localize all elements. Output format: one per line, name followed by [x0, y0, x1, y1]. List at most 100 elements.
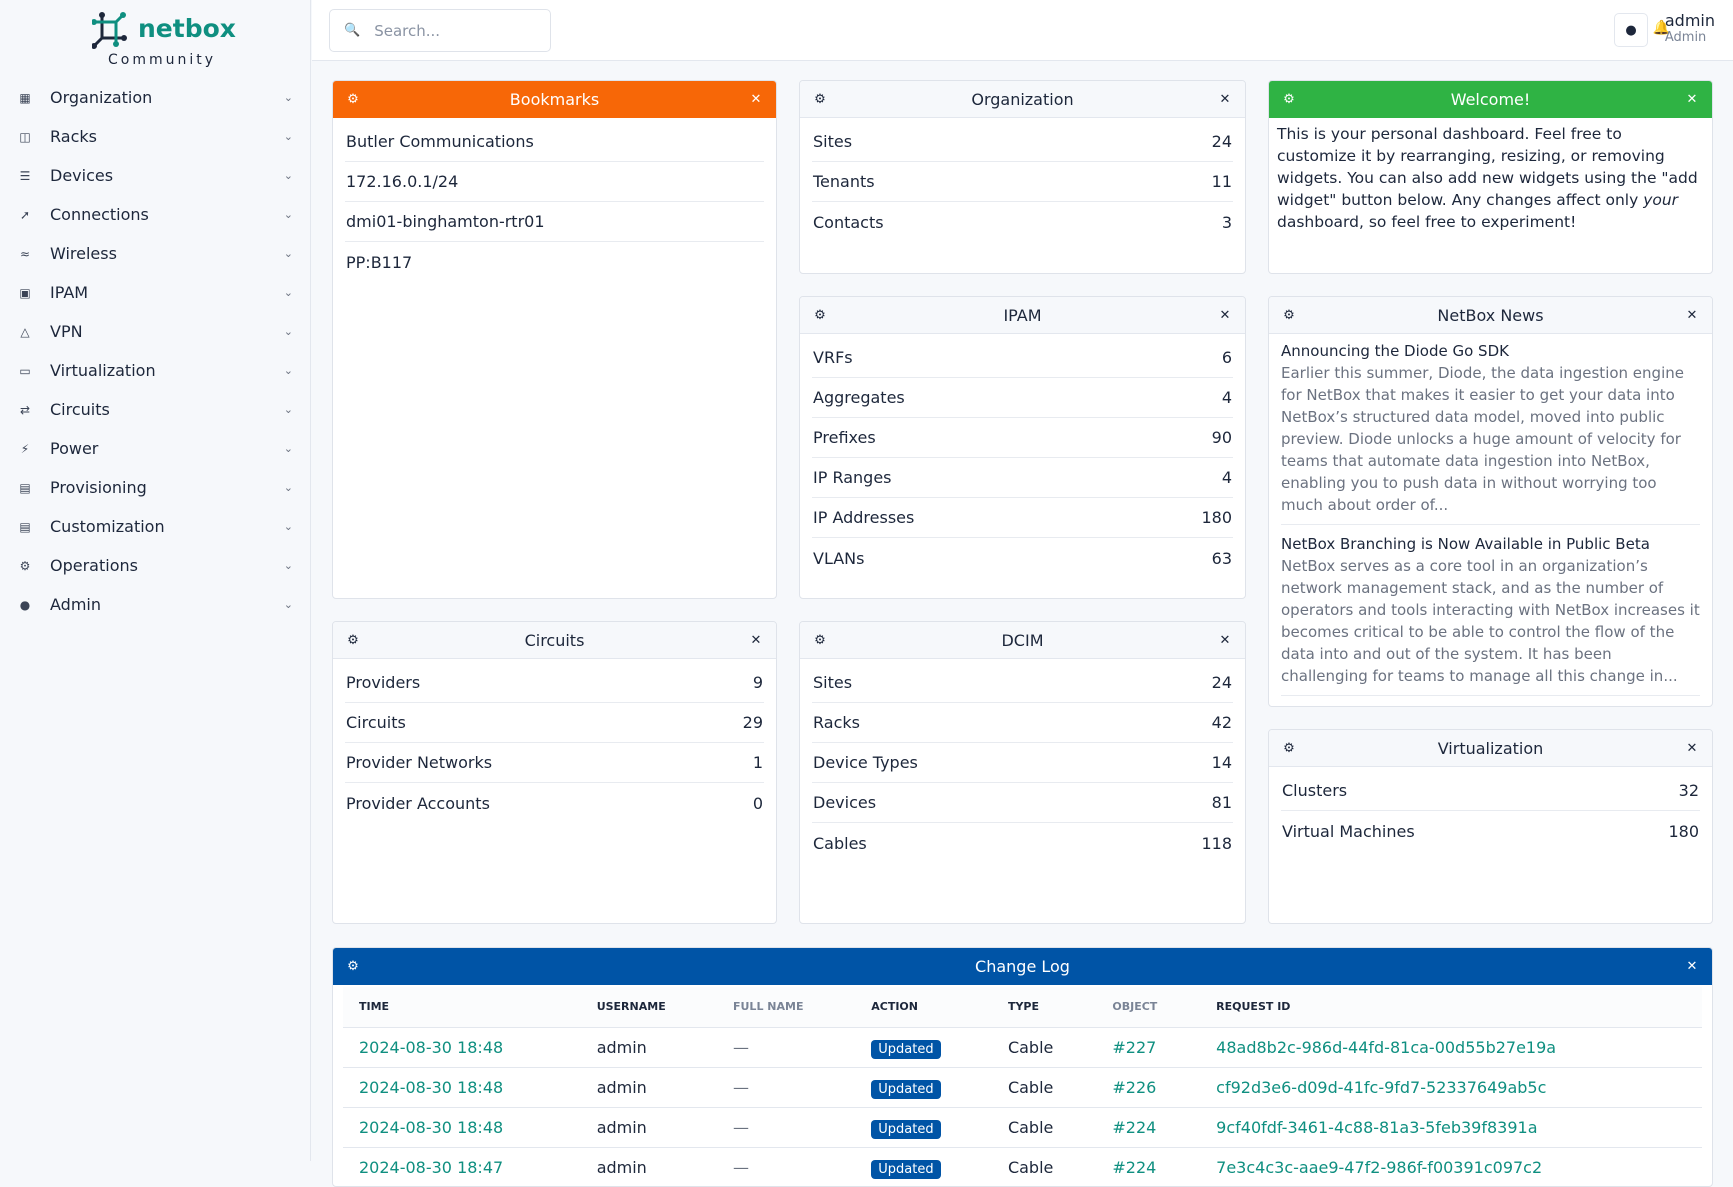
bookmark-link[interactable]: dmi01-binghamton-rtr01	[346, 212, 545, 231]
stat-label[interactable]: VRFs	[813, 348, 853, 367]
stat-row[interactable]: Device Types 14	[812, 743, 1233, 783]
stat-label[interactable]: Providers	[346, 673, 421, 692]
stat-label[interactable]: VLANs	[813, 548, 865, 568]
time-link[interactable]: 2024-08-30 18:48	[359, 1077, 504, 1097]
stat-row[interactable]: Circuits 29	[345, 703, 764, 743]
stat-row[interactable]: Sites 24	[812, 122, 1233, 162]
sidebar-item-power[interactable]: ⚡ Power ⌄	[0, 429, 311, 468]
object-link[interactable]: #226	[1112, 1077, 1157, 1097]
stat-label[interactable]: Sites	[813, 132, 853, 151]
stat-row[interactable]: IP Ranges 4	[812, 458, 1233, 498]
sidebar-item-racks[interactable]: ◫ Racks ⌄	[0, 117, 311, 156]
gear-icon[interactable]: ⚙	[814, 632, 826, 648]
news-headline[interactable]: NetBox Branching is Now Available in Pub…	[1281, 535, 1650, 553]
gear-icon[interactable]: ⚙	[347, 92, 359, 107]
stat-label[interactable]: Sites	[813, 673, 853, 692]
stat-label[interactable]: Circuits	[346, 713, 406, 732]
gear-icon[interactable]: ⚙	[1283, 740, 1295, 756]
request-id-link[interactable]: 9cf40fdf-3461-4c88-81a3-5feb39f8391a	[1216, 1117, 1538, 1137]
bookmark-item[interactable]: dmi01-binghamton-rtr01	[345, 202, 764, 242]
close-icon[interactable]: ✕	[1219, 632, 1231, 648]
lightbulb-button[interactable]: ●	[1614, 13, 1648, 47]
bookmark-item[interactable]: Butler Communications	[345, 122, 764, 162]
stat-label[interactable]: Cables	[813, 833, 867, 853]
bookmark-item[interactable]: 172.16.0.1/24	[345, 162, 764, 202]
close-icon[interactable]: ✕	[1686, 92, 1698, 107]
request-id-link[interactable]: cf92d3e6-d09d-41fc-9fd7-52337649ab5c	[1216, 1077, 1547, 1097]
news-item[interactable]: NetBox Branching is Now Available in Pub…	[1281, 533, 1700, 696]
stat-row[interactable]: Contacts 3	[812, 202, 1233, 242]
stat-row[interactable]: Sites 24	[812, 663, 1233, 703]
gear-icon[interactable]: ⚙	[814, 307, 826, 323]
stat-row[interactable]: Racks 42	[812, 703, 1233, 743]
sidebar-item-organization[interactable]: ▦ Organization ⌄	[0, 78, 311, 117]
stat-label[interactable]: Device Types	[813, 753, 918, 772]
stat-label[interactable]: IP Ranges	[813, 468, 892, 487]
column-header[interactable]: TYPE	[991, 987, 1097, 1027]
bell-icon[interactable]: 🔔	[1652, 20, 1670, 36]
close-icon[interactable]: ✕	[750, 632, 762, 648]
stat-row[interactable]: Cables 118	[812, 823, 1233, 863]
sidebar-item-wireless[interactable]: ≈ Wireless ⌄	[0, 234, 311, 273]
close-icon[interactable]: ✕	[1219, 307, 1231, 323]
close-icon[interactable]: ✕	[750, 92, 762, 107]
column-header[interactable]: TIME	[343, 987, 581, 1027]
stat-label[interactable]: Racks	[813, 713, 860, 732]
time-link[interactable]: 2024-08-30 18:48	[359, 1037, 504, 1057]
column-header[interactable]: OBJECT	[1096, 987, 1201, 1027]
stat-label[interactable]: Prefixes	[813, 428, 876, 447]
stat-label[interactable]: IP Addresses	[813, 508, 915, 527]
stat-label[interactable]: Aggregates	[813, 388, 905, 407]
close-icon[interactable]: ✕	[1686, 740, 1698, 756]
stat-row[interactable]: Devices 81	[812, 783, 1233, 823]
gear-icon[interactable]: ⚙	[347, 632, 359, 648]
stat-label[interactable]: Virtual Machines	[1282, 821, 1415, 841]
sidebar-item-vpn[interactable]: △ VPN ⌄	[0, 312, 311, 351]
sidebar-item-connections[interactable]: ➚ Connections ⌄	[0, 195, 311, 234]
stat-label[interactable]: Contacts	[813, 212, 884, 232]
stat-row[interactable]: Provider Accounts 0	[345, 783, 764, 823]
stat-row[interactable]: Prefixes 90	[812, 418, 1233, 458]
bookmark-link[interactable]: 172.16.0.1/24	[346, 172, 459, 191]
news-item[interactable]: Announcing the Diode Go SDK Earlier this …	[1281, 340, 1700, 525]
stat-label[interactable]: Devices	[813, 793, 877, 812]
gear-icon[interactable]: ⚙	[1283, 307, 1295, 323]
close-icon[interactable]: ✕	[1686, 307, 1698, 323]
bookmark-link[interactable]: Butler Communications	[346, 132, 534, 151]
sidebar-item-customization[interactable]: ▤ Customization ⌄	[0, 507, 311, 546]
netbox-logo[interactable]: netbox Community	[92, 12, 236, 70]
news-headline[interactable]: Announcing the Diode Go SDK	[1281, 342, 1509, 360]
stat-row[interactable]: IP Addresses 180	[812, 498, 1233, 538]
gear-icon[interactable]: ⚙	[347, 959, 359, 974]
bookmark-item[interactable]: PP:B117	[345, 242, 764, 282]
search-input[interactable]: 🔍 Search...	[329, 9, 551, 52]
sidebar-item-circuits[interactable]: ⇄ Circuits ⌄	[0, 390, 311, 429]
sidebar-item-virtualization[interactable]: ▭ Virtualization ⌄	[0, 351, 311, 390]
column-header[interactable]: FULL NAME	[716, 987, 856, 1027]
bookmark-link[interactable]: PP:B117	[346, 252, 413, 272]
column-header[interactable]: REQUEST ID	[1200, 987, 1702, 1027]
gear-icon[interactable]: ⚙	[1283, 92, 1295, 107]
request-id-link[interactable]: 48ad8b2c-986d-44fd-81ca-00d55b27e19a	[1216, 1037, 1557, 1057]
stat-label[interactable]: Provider Networks	[346, 753, 493, 772]
sidebar-item-devices[interactable]: ☰ Devices ⌄	[0, 156, 311, 195]
close-icon[interactable]: ✕	[1219, 91, 1231, 107]
stat-row[interactable]: VLANs 63	[812, 538, 1233, 578]
sidebar-item-ipam[interactable]: ▣ IPAM ⌄	[0, 273, 311, 312]
stat-row[interactable]: VRFs 6	[812, 338, 1233, 378]
user-menu[interactable]: admin Admin	[1665, 11, 1715, 45]
object-link[interactable]: #227	[1112, 1037, 1157, 1057]
stat-label[interactable]: Clusters	[1282, 781, 1348, 800]
sidebar-item-provisioning[interactable]: ▤ Provisioning ⌄	[0, 468, 311, 507]
stat-row[interactable]: Tenants 11	[812, 162, 1233, 202]
column-header[interactable]: USERNAME	[580, 987, 717, 1027]
stat-label[interactable]: Tenants	[813, 172, 875, 191]
column-header[interactable]: ACTION	[855, 987, 992, 1027]
stat-row[interactable]: Provider Networks 1	[345, 743, 764, 783]
stat-row[interactable]: Providers 9	[345, 663, 764, 703]
object-link[interactable]: #224	[1112, 1117, 1157, 1137]
time-link[interactable]: 2024-08-30 18:48	[359, 1117, 504, 1137]
sidebar-item-operations[interactable]: ⚙ Operations ⌄	[0, 546, 311, 585]
stat-row[interactable]: Clusters 32	[1281, 771, 1700, 811]
close-icon[interactable]: ✕	[1686, 959, 1698, 974]
